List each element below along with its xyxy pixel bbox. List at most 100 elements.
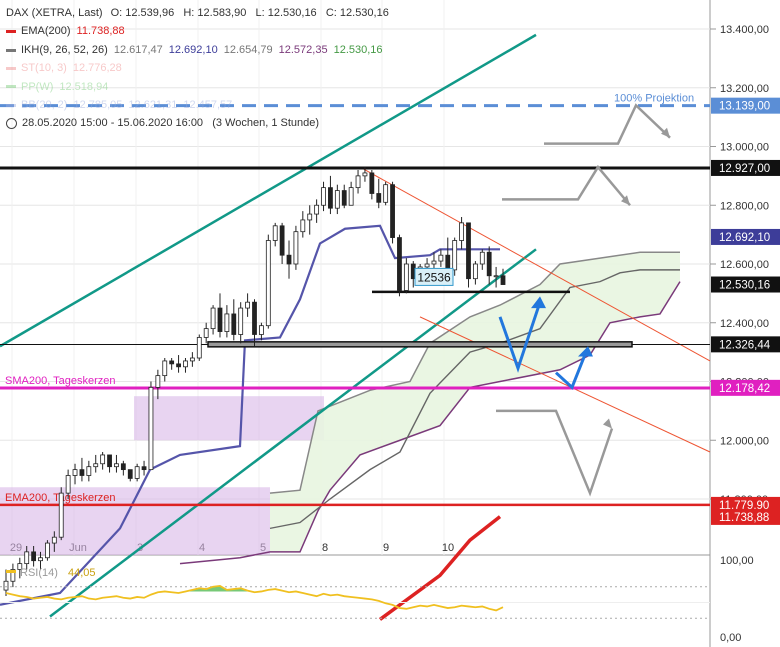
rsi-tick-label: 100,00 (720, 555, 754, 567)
legend-value: 12.785,05 (73, 99, 123, 112)
price-label-bg (711, 159, 780, 176)
downtrend-line (419, 316, 711, 453)
candle-body (500, 275, 506, 285)
candle-body (38, 557, 43, 562)
legend-item[interactable]: ST(10, 3) 12.776,28 (6, 59, 389, 77)
candle-body (120, 463, 126, 471)
candle-body (355, 175, 361, 189)
x-tick-label: 8 (322, 542, 328, 554)
candle-body (238, 307, 244, 335)
x-tick-label: 10 (442, 542, 454, 554)
rsi-label: RSI(14) (20, 567, 58, 579)
candle-body (127, 469, 133, 479)
candle-body (51, 536, 57, 544)
legend-label: BB(20, 2) (21, 99, 68, 112)
candle-body (107, 454, 112, 468)
y-tick-label: 12.800,00 (720, 200, 769, 212)
candle-body (424, 263, 430, 268)
candle-body (245, 301, 250, 309)
scenario-arrowhead (531, 296, 546, 309)
y-tick-label: 13.200,00 (720, 83, 769, 95)
candle-body (217, 307, 223, 332)
scenario-arrow (498, 301, 542, 373)
legend-value: 11.738,88 (76, 25, 125, 38)
senkou-span-b (179, 281, 681, 565)
candle-body (196, 337, 202, 359)
candle-body (314, 204, 320, 215)
candle-body (403, 263, 409, 291)
scenario-arrowhead (661, 127, 670, 138)
price-label: 12.692,10 (719, 232, 770, 244)
candle-body (479, 251, 485, 265)
candle-body (58, 492, 64, 538)
chart-header: DAX (XETRA, Last) O: 12.539,96 H: 12.583… (6, 4, 389, 22)
candle-body (155, 375, 161, 388)
legend-value: 12.654,79 (223, 43, 273, 56)
legend-value: 12.617,47 (113, 43, 163, 56)
scenario-path (502, 164, 631, 207)
candle-body (231, 313, 237, 335)
legend-value: 12.457,57 (183, 99, 233, 112)
line-label: SMA200, Tageskerzen (5, 375, 115, 387)
legend-label: EMA(200) (21, 25, 71, 38)
trend-channel-lower (49, 248, 537, 618)
support-bar (207, 341, 633, 348)
legend-item[interactable]: BB(20, 2) 12.785,05 12.621,31 12.457,57 (6, 96, 389, 114)
candle-body (79, 469, 85, 476)
candle-body (3, 580, 9, 591)
price-label-bg (711, 276, 780, 293)
legend-value: 12.572,35 (278, 43, 328, 56)
symbol-title: DAX (XETRA, Last) (6, 7, 103, 19)
legend-value: 12.530,16 (333, 43, 383, 56)
legend-item[interactable]: EMA(200) 11.738,88 (6, 22, 389, 40)
y-tick-label: 13.400,00 (720, 24, 769, 36)
legend-label: ST(10, 3) (21, 62, 67, 75)
candle-body (24, 551, 30, 565)
candle-body (17, 563, 23, 570)
chart-legend: DAX (XETRA, Last) O: 12.539,96 H: 12.583… (6, 4, 389, 133)
price-label: 12.326,44 (719, 339, 771, 351)
legend-item[interactable]: PP(W) 12.518,94 (6, 78, 389, 96)
candle-body (307, 213, 313, 221)
candle-body (459, 222, 464, 241)
candle-body (293, 231, 299, 265)
legend-swatch (6, 103, 16, 107)
candle-body (369, 172, 375, 194)
candle-body (86, 466, 92, 476)
candle-body (45, 542, 50, 559)
chikou-span (269, 269, 680, 530)
scenario-path (544, 103, 671, 145)
candle-body (486, 251, 492, 277)
scenario-arrowhead (603, 418, 612, 429)
rsi-line (5, 584, 504, 612)
candle-body (134, 466, 140, 479)
ema200-line (378, 515, 502, 621)
candle-body (189, 357, 195, 362)
scenario-arrow (554, 351, 588, 390)
candle-body (438, 254, 444, 262)
price-label-bg (711, 508, 780, 525)
legend-item[interactable]: IKH(9, 26, 52, 26) 12.617,47 12.692,10 12.6… (6, 41, 389, 59)
candle-body (348, 187, 354, 206)
candle-body (224, 313, 230, 332)
legend-value: 12.518,94 (59, 80, 109, 93)
candle-body (259, 325, 264, 335)
candle-body (300, 219, 306, 233)
candle-body (431, 260, 437, 265)
kijun-sen (0, 224, 500, 606)
scenario-arrowhead (578, 346, 593, 357)
candle-body (286, 254, 292, 265)
candle-body (383, 184, 389, 203)
rsi-value: 44,05 (68, 567, 96, 579)
price-label: 12.530,16 (719, 280, 770, 292)
candle-body (10, 569, 16, 582)
candle-body (445, 254, 451, 271)
candle-body (114, 463, 119, 468)
candle-body (362, 172, 368, 177)
date-range: 28.05.2020 15:00 - 15.06.2020 16:00 (3 W… (22, 117, 320, 130)
price-label: 12.927,00 (719, 163, 770, 175)
candle-body (472, 263, 478, 280)
price-label-bg (711, 97, 780, 114)
candle-body (141, 466, 147, 471)
